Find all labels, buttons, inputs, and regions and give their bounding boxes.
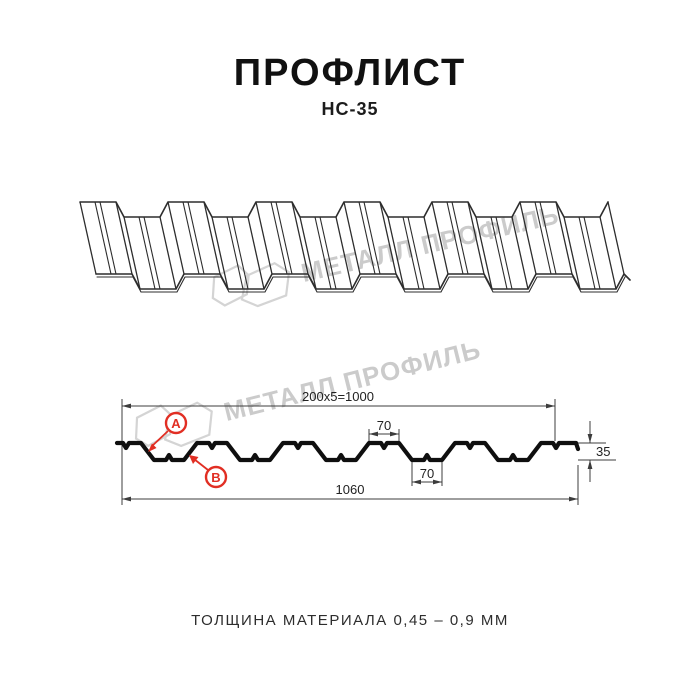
- profile-model-subtitle: НС-35: [321, 99, 379, 119]
- dim-rib-bottom-width: 70: [420, 466, 434, 481]
- callout-a-label: A: [171, 416, 181, 431]
- profile-3d-drawing: [79, 201, 631, 293]
- callout-b: B: [189, 455, 228, 489]
- callout-b-label: B: [211, 470, 220, 485]
- dim-profile-height: 35: [596, 444, 610, 459]
- material-thickness-note: ТОЛЩИНА МАТЕРИАЛА 0,45 – 0,9 ММ: [191, 612, 509, 629]
- callout-b-circle: [204, 465, 228, 489]
- page-title: ПРОФЛИСТ: [233, 52, 467, 94]
- profile-cross-section-drawing: 200x5=1000 70 70 35 1060 A B: [114, 389, 616, 505]
- profile-outline: [114, 440, 581, 463]
- dimension-lines: [121, 399, 616, 505]
- dim-total-width: 1060: [336, 482, 365, 497]
- dimension-arrowheads: [122, 403, 593, 502]
- dim-width-formula: 200x5=1000: [302, 389, 374, 404]
- dim-rib-top-width: 70: [377, 418, 391, 433]
- callout-a: A: [148, 411, 188, 452]
